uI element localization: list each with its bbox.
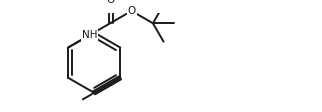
Text: NH: NH	[82, 30, 97, 40]
Text: O: O	[107, 0, 115, 5]
Text: O: O	[128, 6, 136, 16]
